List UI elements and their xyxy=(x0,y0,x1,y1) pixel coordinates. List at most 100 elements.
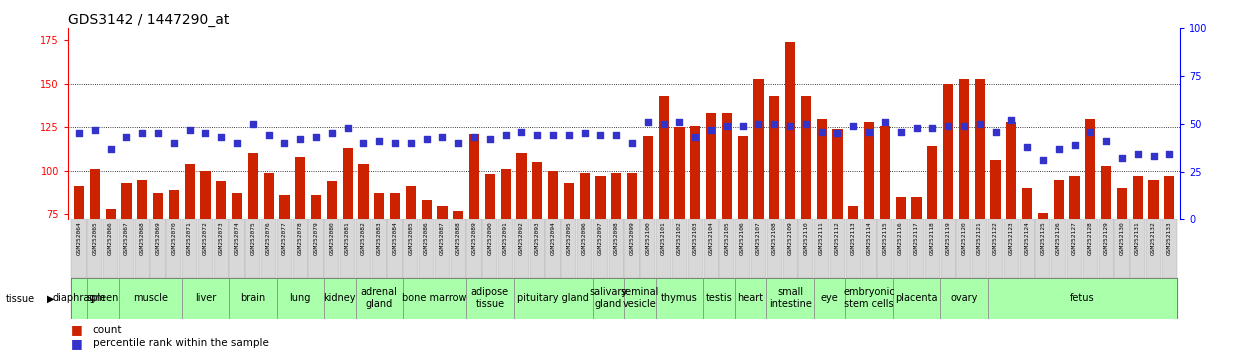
Bar xyxy=(1051,219,1067,278)
Bar xyxy=(974,79,985,219)
Point xyxy=(1080,129,1100,135)
Point xyxy=(195,131,215,136)
Point xyxy=(400,140,420,146)
Point xyxy=(321,131,341,136)
Text: GSM252093: GSM252093 xyxy=(535,221,540,255)
Bar xyxy=(514,219,529,278)
Text: GSM252116: GSM252116 xyxy=(899,221,904,255)
Text: GSM252087: GSM252087 xyxy=(440,221,445,255)
Bar xyxy=(1085,119,1095,219)
Text: GSM252090: GSM252090 xyxy=(487,221,492,255)
Bar xyxy=(403,278,466,319)
Bar xyxy=(706,114,716,219)
Bar xyxy=(214,219,229,278)
Text: tissue: tissue xyxy=(6,294,36,304)
Bar xyxy=(624,219,640,278)
Bar xyxy=(279,195,289,219)
Point xyxy=(258,132,278,138)
Text: GSM252094: GSM252094 xyxy=(550,221,555,255)
Bar xyxy=(561,219,576,278)
Text: GSM252100: GSM252100 xyxy=(645,221,650,255)
Point xyxy=(828,131,848,136)
Point xyxy=(274,140,294,146)
Bar xyxy=(182,219,198,278)
Text: GSM252084: GSM252084 xyxy=(393,221,398,255)
Bar xyxy=(167,219,182,278)
Bar xyxy=(580,172,590,219)
Point xyxy=(907,125,927,131)
Point xyxy=(307,135,326,140)
Bar xyxy=(517,153,527,219)
Text: GDS3142 / 1447290_at: GDS3142 / 1447290_at xyxy=(68,13,230,27)
Point xyxy=(496,132,515,138)
Text: heart: heart xyxy=(738,293,764,303)
Text: eye: eye xyxy=(821,293,838,303)
Text: GSM252120: GSM252120 xyxy=(962,221,967,255)
Text: GSM252065: GSM252065 xyxy=(93,221,98,255)
Bar xyxy=(1022,188,1032,219)
Point xyxy=(528,132,548,138)
Text: percentile rank within the sample: percentile rank within the sample xyxy=(93,338,268,348)
Bar xyxy=(135,219,150,278)
Text: liver: liver xyxy=(195,293,216,303)
Text: GSM252097: GSM252097 xyxy=(598,221,603,255)
Bar xyxy=(182,278,229,319)
Bar xyxy=(533,162,543,219)
Text: GSM252106: GSM252106 xyxy=(740,221,745,255)
Bar xyxy=(815,219,829,278)
Bar xyxy=(988,219,1004,278)
Point xyxy=(686,135,706,140)
Text: GSM252130: GSM252130 xyxy=(1120,221,1125,255)
Bar xyxy=(324,219,340,278)
Point xyxy=(1143,154,1163,159)
Point xyxy=(875,119,895,125)
Text: GSM252066: GSM252066 xyxy=(108,221,114,255)
Point xyxy=(1112,155,1132,161)
Text: embryonic
stem cells: embryonic stem cells xyxy=(843,287,895,309)
Bar xyxy=(608,219,624,278)
Bar xyxy=(485,174,494,219)
Point xyxy=(243,121,263,127)
Point xyxy=(1096,138,1116,144)
Bar xyxy=(892,278,941,319)
Point xyxy=(733,123,753,129)
Bar xyxy=(861,219,876,278)
Bar xyxy=(372,219,387,278)
Text: GSM252085: GSM252085 xyxy=(408,221,413,255)
Text: GSM252098: GSM252098 xyxy=(614,221,619,255)
Bar xyxy=(1083,219,1098,278)
Bar xyxy=(90,169,100,219)
Bar xyxy=(656,278,703,319)
Point xyxy=(433,135,452,140)
Text: GSM252099: GSM252099 xyxy=(629,221,634,255)
Bar xyxy=(1004,219,1018,278)
Bar xyxy=(389,193,400,219)
Point xyxy=(891,129,911,135)
Bar xyxy=(798,219,813,278)
Bar xyxy=(72,278,87,319)
Point xyxy=(749,121,769,127)
Point xyxy=(1064,142,1084,148)
Text: GSM252086: GSM252086 xyxy=(424,221,429,255)
Point xyxy=(1049,146,1069,152)
Point xyxy=(543,132,562,138)
Text: GSM252067: GSM252067 xyxy=(124,221,129,255)
Bar xyxy=(611,172,622,219)
Bar xyxy=(719,219,734,278)
Bar xyxy=(263,172,274,219)
Text: GSM252127: GSM252127 xyxy=(1072,221,1077,255)
Text: thymus: thymus xyxy=(661,293,698,303)
Bar xyxy=(324,278,356,319)
Bar xyxy=(564,183,574,219)
Text: GSM252074: GSM252074 xyxy=(235,221,240,255)
Point xyxy=(970,121,990,127)
Bar xyxy=(1069,176,1080,219)
Bar xyxy=(421,200,431,219)
Bar xyxy=(277,219,292,278)
Bar xyxy=(72,219,87,278)
Text: lung: lung xyxy=(289,293,311,303)
Bar xyxy=(817,119,827,219)
Bar xyxy=(119,219,133,278)
Bar xyxy=(941,219,955,278)
Bar xyxy=(356,219,371,278)
